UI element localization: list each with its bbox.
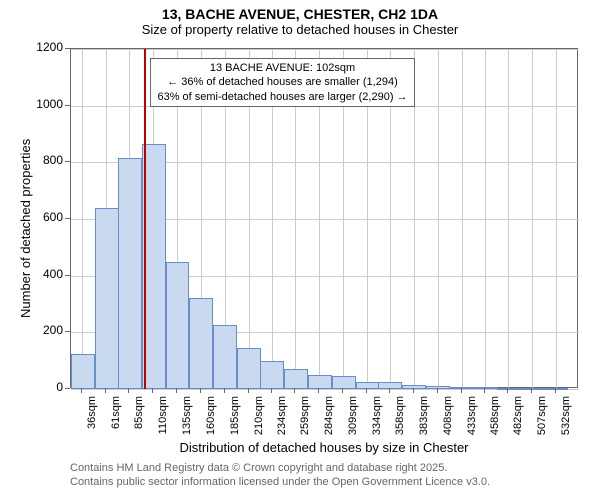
x-tick <box>294 388 295 393</box>
x-tick <box>152 388 153 393</box>
histogram-bar <box>545 388 569 390</box>
gridline-vertical <box>556 49 557 389</box>
histogram-bar <box>71 354 95 389</box>
x-tick-label: 61sqm <box>110 396 122 446</box>
x-tick <box>555 388 556 393</box>
histogram-bar <box>213 325 237 389</box>
chart-title-2: Size of property relative to detached ho… <box>0 22 600 37</box>
x-tick <box>224 388 225 393</box>
gridline-vertical <box>485 49 486 389</box>
reference-line <box>144 49 146 389</box>
y-tick-label: 800 <box>25 153 63 167</box>
footer-line-1: Contains HM Land Registry data © Crown c… <box>70 462 447 474</box>
histogram-bar <box>284 369 308 389</box>
histogram-bar <box>332 376 356 389</box>
histogram-bar <box>189 298 213 389</box>
histogram-bar <box>402 385 426 389</box>
x-tick <box>461 388 462 393</box>
x-tick-label: 482sqm <box>512 396 524 446</box>
y-tick <box>65 105 70 106</box>
y-tick <box>65 275 70 276</box>
histogram-bar <box>450 387 474 389</box>
y-tick-label: 0 <box>25 380 63 394</box>
x-tick-label: 507sqm <box>536 396 548 446</box>
footer-line-2: Contains public sector information licen… <box>70 476 490 488</box>
x-tick <box>507 388 508 393</box>
x-tick-label: 110sqm <box>157 396 169 446</box>
x-tick <box>342 388 343 393</box>
x-tick <box>176 388 177 393</box>
gridline-horizontal <box>71 49 579 50</box>
histogram-bar <box>356 382 380 389</box>
histogram-bar <box>378 382 402 389</box>
gridline-vertical <box>82 49 83 389</box>
annotation-line-1: 13 BACHE AVENUE: 102sqm <box>157 61 407 75</box>
histogram-bar <box>474 387 498 389</box>
x-tick <box>271 388 272 393</box>
histogram-bar <box>260 361 284 389</box>
x-tick <box>389 388 390 393</box>
histogram-bar <box>118 158 142 389</box>
gridline-vertical <box>532 49 533 389</box>
histogram-bar <box>237 348 261 389</box>
annotation-line-2: ← 36% of detached houses are smaller (1,… <box>157 75 407 89</box>
annotation-box: 13 BACHE AVENUE: 102sqm← 36% of detached… <box>150 58 414 107</box>
x-tick-label: 135sqm <box>181 396 193 446</box>
y-tick-label: 1000 <box>25 97 63 111</box>
x-tick <box>128 388 129 393</box>
y-tick <box>65 48 70 49</box>
histogram-bar <box>497 388 521 390</box>
histogram-bar <box>166 262 190 390</box>
x-tick-label: 36sqm <box>86 396 98 446</box>
x-tick <box>484 388 485 393</box>
histogram-bar <box>426 386 450 389</box>
x-tick-label: 85sqm <box>133 396 145 446</box>
x-tick-label: 284sqm <box>323 396 335 446</box>
gridline-vertical <box>508 49 509 389</box>
y-tick <box>65 161 70 162</box>
x-tick-label: 234sqm <box>276 396 288 446</box>
gridline-vertical <box>438 49 439 389</box>
x-tick-label: 309sqm <box>347 396 359 446</box>
x-tick <box>531 388 532 393</box>
x-tick-label: 185sqm <box>229 396 241 446</box>
x-tick <box>248 388 249 393</box>
annotation-line-3: 63% of semi-detached houses are larger (… <box>157 90 407 104</box>
chart-container: 13, BACHE AVENUE, CHESTER, CH2 1DA Size … <box>0 0 600 500</box>
histogram-bar <box>308 375 332 389</box>
x-tick-label: 383sqm <box>418 396 430 446</box>
y-tick-label: 400 <box>25 267 63 281</box>
y-tick <box>65 388 70 389</box>
y-tick-label: 200 <box>25 323 63 337</box>
y-tick <box>65 218 70 219</box>
x-tick-label: 334sqm <box>371 396 383 446</box>
x-tick <box>413 388 414 393</box>
x-tick <box>318 388 319 393</box>
x-tick <box>105 388 106 393</box>
x-tick <box>437 388 438 393</box>
x-tick-label: 358sqm <box>394 396 406 446</box>
y-tick <box>65 331 70 332</box>
x-tick-label: 160sqm <box>205 396 217 446</box>
x-tick-label: 532sqm <box>560 396 572 446</box>
x-tick <box>366 388 367 393</box>
histogram-bar <box>95 208 119 389</box>
x-tick-label: 458sqm <box>489 396 501 446</box>
x-tick-label: 408sqm <box>442 396 454 446</box>
y-tick-label: 1200 <box>25 40 63 54</box>
x-tick-label: 259sqm <box>299 396 311 446</box>
x-tick <box>81 388 82 393</box>
gridline-vertical <box>462 49 463 389</box>
x-tick <box>200 388 201 393</box>
y-tick-label: 600 <box>25 210 63 224</box>
x-tick-label: 210sqm <box>253 396 265 446</box>
chart-title-1: 13, BACHE AVENUE, CHESTER, CH2 1DA <box>0 0 600 22</box>
histogram-bar <box>521 388 545 390</box>
x-tick-label: 433sqm <box>466 396 478 446</box>
